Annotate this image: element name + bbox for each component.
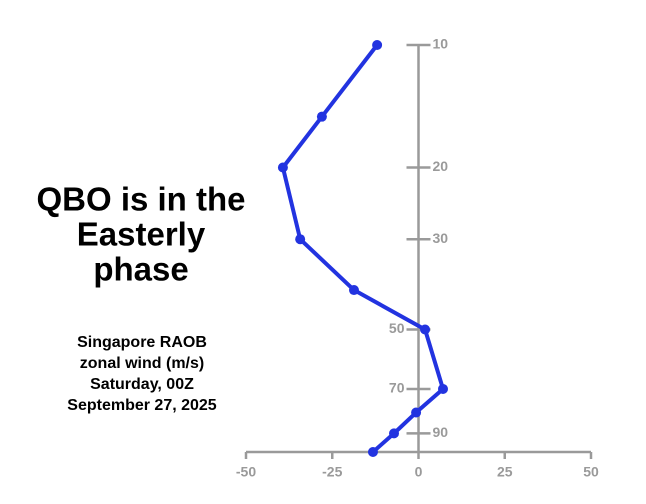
x-tick-label: -50	[236, 464, 256, 480]
chart-subtitle: September 27, 2025	[67, 397, 217, 414]
y-tick-label: 20	[433, 158, 449, 174]
data-point	[437, 383, 448, 394]
y-tick-label: 30	[433, 230, 449, 246]
data-point	[411, 407, 422, 418]
y-tick-label: 70	[389, 380, 405, 396]
data-line	[280, 43, 445, 454]
data-point	[348, 285, 359, 296]
data-point	[389, 428, 400, 439]
y-tick-label: 50	[389, 320, 405, 336]
chart-subtitle: zonal wind (m/s)	[80, 355, 204, 372]
data-point	[420, 324, 431, 335]
x-tick-label: -25	[322, 464, 342, 480]
data-point	[295, 234, 306, 245]
data-point	[372, 40, 383, 50]
y-tick-label: 10	[433, 36, 449, 52]
chart-title: phase	[93, 251, 188, 288]
chart-title: Easterly	[77, 216, 206, 253]
x-tick-label: 0	[415, 464, 423, 480]
chart-subtitle: Singapore RAOB	[77, 334, 207, 351]
data-point	[316, 111, 327, 122]
x-tick-label: 50	[583, 464, 599, 480]
chart-title: QBO is in the	[36, 181, 245, 218]
y-tick-label: 90	[433, 424, 449, 440]
data-point	[277, 162, 288, 173]
x-tick-label: 25	[497, 464, 513, 480]
data-point	[367, 447, 378, 457]
chart-subtitle: Saturday, 00Z	[90, 376, 194, 393]
